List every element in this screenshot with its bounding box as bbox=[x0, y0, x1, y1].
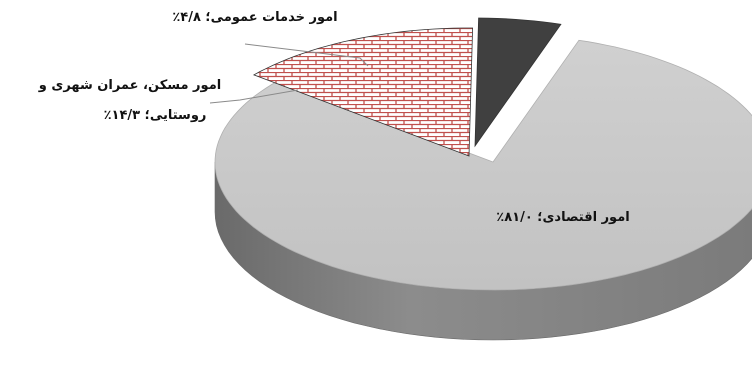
slice-label-housing-line-1: امور مسکن، عمران شهری و bbox=[38, 78, 222, 93]
slice-public-services bbox=[474, 17, 562, 148]
leader-line-public-services bbox=[244, 43, 369, 67]
leader-line-housing bbox=[209, 89, 299, 104]
slice-economic bbox=[214, 39, 752, 291]
slice-housing bbox=[252, 27, 474, 157]
slice-label-housing-line-2: روستایی؛ ۱۴/۳٪ bbox=[103, 108, 207, 123]
slice-label-public-services: امور خدمات عمومی؛ ۴/۸٪ bbox=[172, 10, 338, 25]
slice-label-economic: امور اقتصادی؛ ۸۱/۰٪ bbox=[496, 210, 630, 225]
